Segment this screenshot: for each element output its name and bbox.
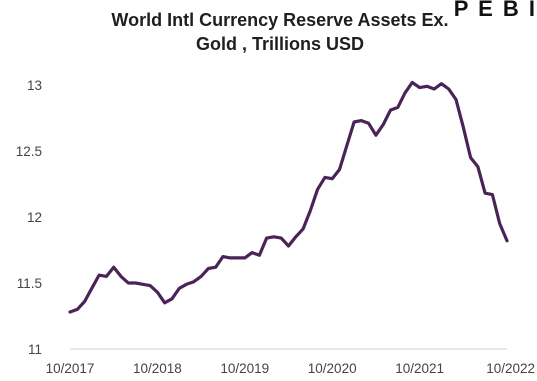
y-tick-label: 11 [28,342,42,357]
chart-title: World Intl Currency Reserve Assets Ex. G… [40,8,520,56]
x-tick-label: 10/2017 [46,361,95,376]
y-tick-label: 13 [27,78,42,93]
x-tick-label: 10/2019 [220,361,269,376]
chart-title-line-1: World Intl Currency Reserve Assets Ex. [111,10,449,30]
y-tick-label: 12.5 [16,144,42,159]
y-tick-label: 11.5 [17,276,42,291]
corner-logo-fragment: P E B I [453,0,537,18]
series-line [68,80,509,314]
chart-title-line-2: Gold , Trillions USD [195,34,364,54]
y-tick-label: 12 [27,210,42,225]
x-tick-label: 10/2022 [486,361,535,376]
x-tick-label: 10/2018 [133,361,182,376]
x-tick-label: 10/2021 [395,361,444,376]
x-tick-label: 10/2020 [308,361,357,376]
